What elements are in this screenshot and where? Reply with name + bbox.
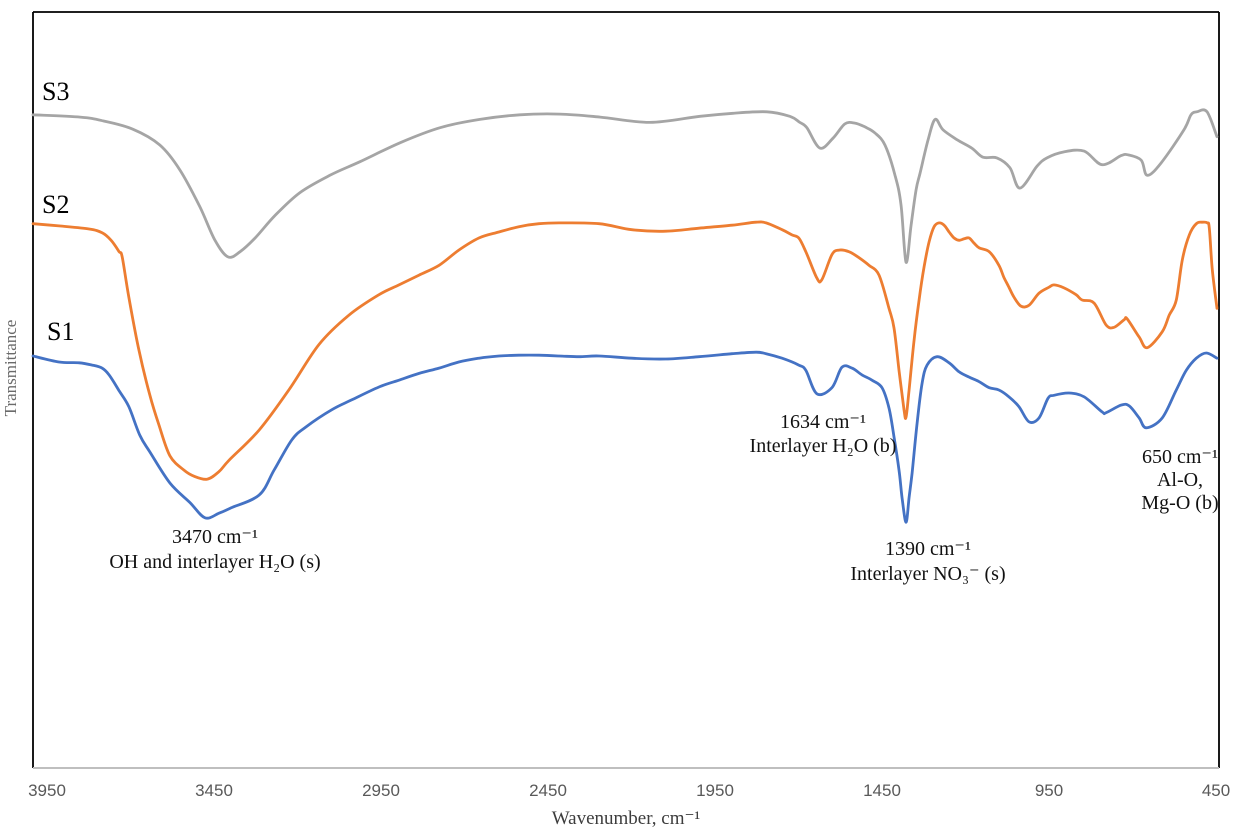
series-labels: S3 S2 S1 bbox=[42, 77, 74, 346]
annotation-1634-line1: 1634 cm⁻¹ bbox=[780, 411, 866, 433]
annotation-1390-line1: 1390 cm⁻¹ bbox=[885, 538, 971, 560]
x-tick-3450: 3450 bbox=[195, 781, 233, 800]
x-tick-2450: 2450 bbox=[529, 781, 567, 800]
x-axis-tick-labels: 3950 3450 2950 2450 1950 1450 950 450 bbox=[28, 781, 1230, 800]
annotation-3470-line1: 3470 cm⁻¹ bbox=[172, 526, 258, 548]
annotation-650-line3: Mg-O (b) bbox=[1141, 492, 1218, 514]
spectrum-curve-s1 bbox=[31, 350, 1219, 524]
annotation-1634-line2: Interlayer H₂O (b) bbox=[750, 435, 897, 457]
series-label-s1: S1 bbox=[47, 317, 74, 346]
annotation-3470: 3470 cm⁻¹ OH and interlayer H₂O (s) bbox=[109, 526, 320, 573]
x-axis-title: Wavenumber, cm⁻¹ bbox=[552, 808, 701, 829]
spectra-curves bbox=[31, 108, 1219, 524]
x-tick-450: 450 bbox=[1202, 781, 1230, 800]
x-tick-2950: 2950 bbox=[362, 781, 400, 800]
x-tick-1450: 1450 bbox=[863, 781, 901, 800]
spectrum-curve-s3 bbox=[31, 108, 1219, 264]
annotation-650: 650 cm⁻¹ Al-O, Mg-O (b) bbox=[1141, 446, 1218, 514]
x-tick-1950: 1950 bbox=[696, 781, 734, 800]
annotation-650-line1: 650 cm⁻¹ bbox=[1142, 446, 1218, 468]
band-annotations: 3470 cm⁻¹ OH and interlayer H₂O (s) 1634… bbox=[109, 411, 1218, 585]
annotation-3470-line2: OH and interlayer H₂O (s) bbox=[109, 551, 320, 573]
plot-frame bbox=[32, 11, 1220, 769]
y-axis-title: Transmittance bbox=[1, 320, 20, 417]
spectrum-curve-s2 bbox=[31, 220, 1219, 481]
x-tick-950: 950 bbox=[1035, 781, 1063, 800]
annotation-650-line2: Al-O, bbox=[1157, 469, 1203, 491]
annotation-1390-line2: Interlayer NO₃⁻ (s) bbox=[850, 563, 1005, 585]
x-tick-3950: 3950 bbox=[28, 781, 66, 800]
annotation-1390: 1390 cm⁻¹ Interlayer NO₃⁻ (s) bbox=[850, 538, 1005, 585]
annotation-1634: 1634 cm⁻¹ Interlayer H₂O (b) bbox=[750, 411, 897, 457]
series-label-s2: S2 bbox=[42, 190, 69, 219]
series-label-s3: S3 bbox=[42, 77, 69, 106]
